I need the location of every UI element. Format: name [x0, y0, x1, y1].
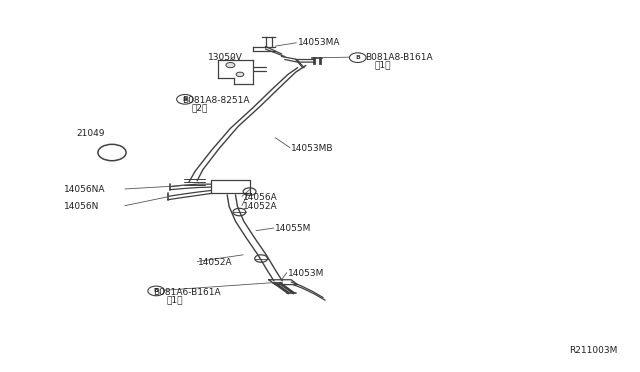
Text: 14052A: 14052A [198, 258, 233, 267]
Circle shape [226, 62, 235, 68]
Text: 14053M: 14053M [288, 269, 324, 278]
Circle shape [177, 94, 193, 104]
Text: B081A6-B161A: B081A6-B161A [154, 288, 221, 296]
Text: 14055M: 14055M [275, 224, 312, 233]
Text: （2）: （2） [192, 103, 209, 112]
Text: B: B [182, 97, 188, 102]
Text: 14056N: 14056N [64, 202, 99, 211]
Text: 21049: 21049 [77, 129, 106, 138]
Circle shape [236, 72, 244, 77]
Text: 14053MB: 14053MB [291, 144, 333, 153]
Text: 14056A: 14056A [243, 193, 278, 202]
Text: B081A8-8251A: B081A8-8251A [182, 96, 250, 105]
Text: （1）: （1） [374, 61, 391, 70]
Text: 14056NA: 14056NA [64, 185, 106, 194]
Text: 14052A: 14052A [243, 202, 278, 211]
Text: B: B [355, 55, 360, 60]
Text: 14053MA: 14053MA [298, 38, 340, 47]
Text: B081A8-B161A: B081A8-B161A [365, 53, 433, 62]
Text: 13050V: 13050V [208, 53, 243, 62]
Text: B: B [154, 288, 159, 294]
Circle shape [349, 53, 366, 62]
Text: R211003M: R211003M [569, 346, 618, 355]
Circle shape [148, 286, 164, 296]
Text: （1）: （1） [166, 295, 183, 304]
